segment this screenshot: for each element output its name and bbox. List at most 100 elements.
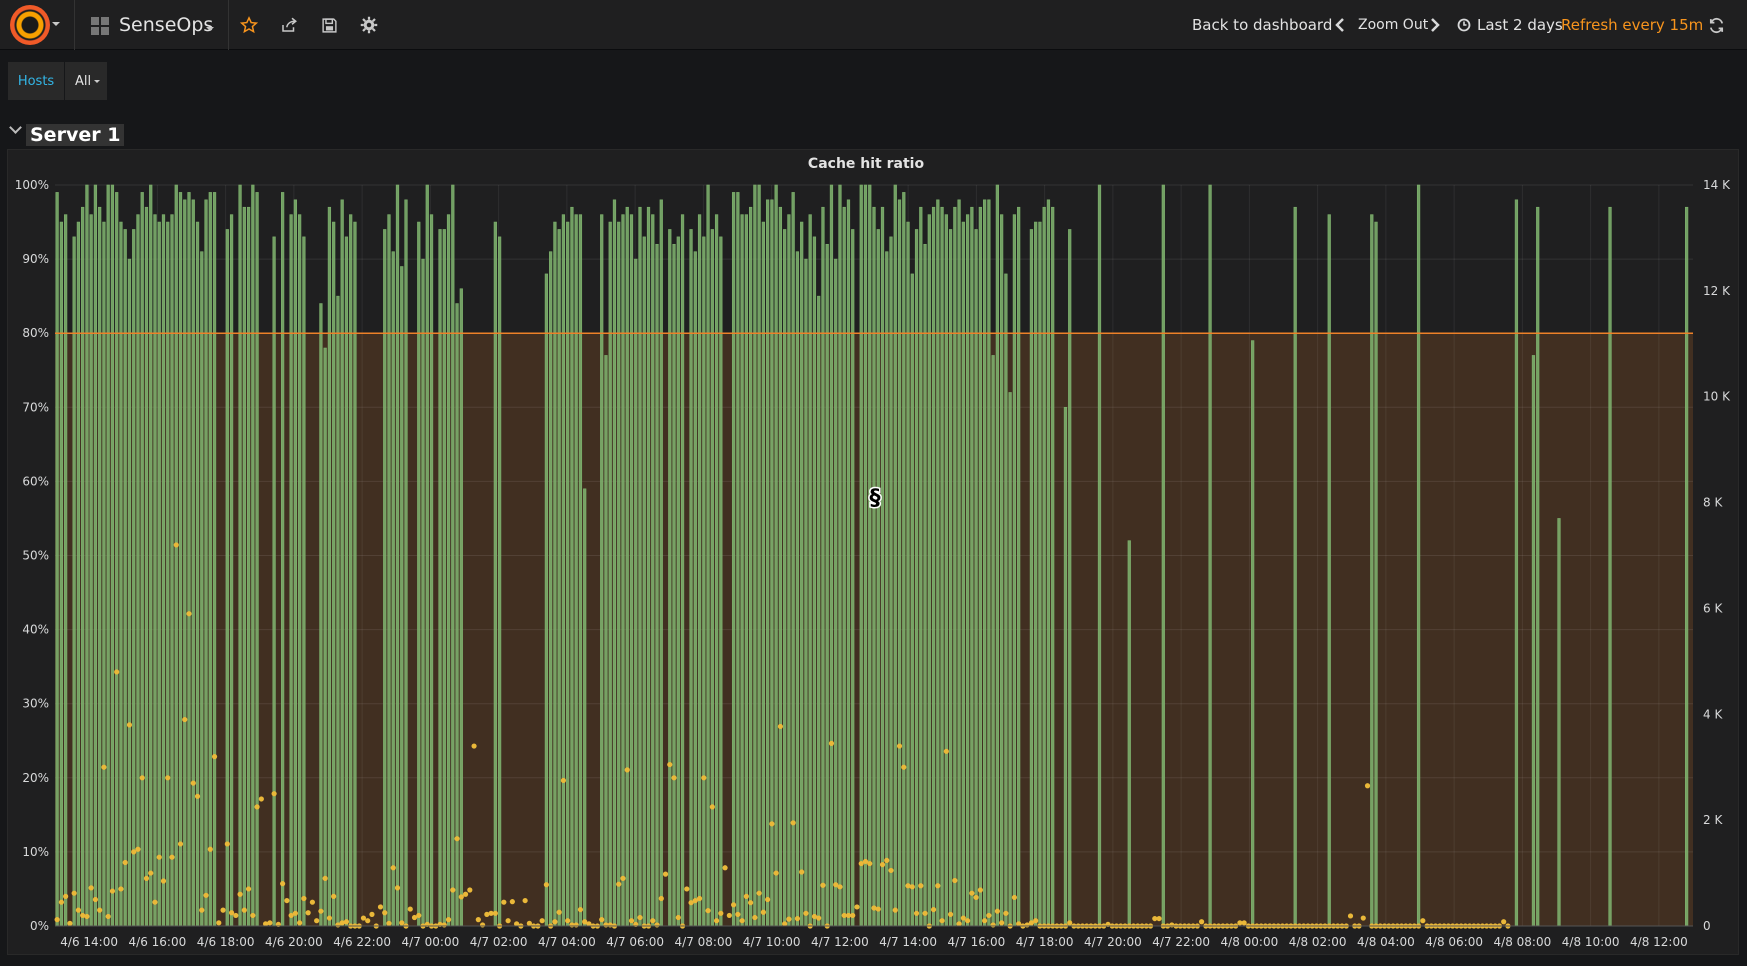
row-title[interactable]: Server 1: [26, 124, 125, 146]
star-icon[interactable]: [238, 14, 260, 36]
data-point: [922, 910, 928, 916]
bar: [953, 206, 957, 927]
bar: [672, 243, 676, 927]
bar: [395, 184, 400, 927]
bar: [1038, 221, 1042, 927]
data-point: [739, 918, 745, 924]
bar: [76, 221, 81, 927]
x-tick-label: 4/6 14:00: [60, 935, 118, 949]
bar: [987, 199, 991, 927]
x-tick-label: 4/8 02:00: [1289, 935, 1347, 949]
data-point: [582, 919, 588, 925]
data-point: [654, 922, 660, 928]
save-icon[interactable]: [318, 14, 340, 36]
variable-value[interactable]: All: [75, 73, 92, 89]
bar: [187, 192, 191, 927]
time-range-picker[interactable]: Last 2 days: [1477, 16, 1563, 34]
data-point: [628, 918, 635, 924]
caret-down-icon[interactable]: [52, 22, 60, 26]
data-point: [896, 743, 903, 749]
clock-icon[interactable]: [1456, 14, 1472, 36]
data-point: [522, 897, 528, 904]
bar: [1004, 273, 1008, 927]
data-point: [977, 887, 983, 893]
data-point: [394, 885, 401, 891]
data-point: [854, 904, 860, 910]
caret-down-icon[interactable]: [206, 27, 214, 31]
data-point: [479, 922, 486, 928]
bar: [391, 251, 395, 927]
refresh-icon[interactable]: [1705, 14, 1727, 36]
grafana-logo-icon[interactable]: [10, 5, 50, 45]
data-point: [811, 913, 818, 920]
data-point: [305, 910, 311, 916]
chevron-right-icon[interactable]: [1424, 14, 1446, 36]
data-point: [577, 906, 584, 913]
bar: [791, 192, 795, 927]
data-point: [794, 915, 801, 922]
data-point: [216, 920, 222, 926]
data-point: [718, 910, 724, 916]
data-point: [539, 918, 545, 924]
zoom-out-button[interactable]: Zoom Out: [1358, 17, 1429, 33]
dashboard-title-dropdown[interactable]: SenseOps: [75, 0, 229, 50]
bar: [1017, 206, 1021, 927]
panel-title[interactable]: Cache hit ratio: [807, 156, 925, 172]
data-point: [471, 743, 477, 749]
share-icon[interactable]: [278, 14, 300, 36]
data-point: [726, 912, 732, 919]
caret-down-icon[interactable]: [94, 79, 101, 83]
bar: [931, 206, 936, 927]
y-right-tick-label: 12 K: [1703, 284, 1731, 298]
data-point: [565, 918, 571, 924]
data-point: [309, 899, 315, 905]
data-point: [599, 917, 605, 923]
bar: [161, 214, 166, 927]
data-point: [263, 921, 269, 927]
bar: [81, 206, 85, 927]
data-point: [475, 917, 481, 923]
bar: [497, 236, 502, 927]
bar: [612, 199, 617, 927]
bar: [655, 243, 659, 927]
x-tick-label: 4/7 08:00: [675, 935, 733, 949]
bar: [1046, 199, 1051, 927]
y-left-tick-label: 30%: [22, 697, 49, 711]
dashboard-title[interactable]: SenseOps: [119, 14, 214, 36]
refresh-interval[interactable]: Refresh every 15m: [1561, 16, 1704, 34]
bar: [944, 214, 948, 927]
bar: [680, 214, 685, 927]
data-point: [156, 854, 162, 860]
x-tick-label: 4/6 18:00: [197, 935, 255, 949]
data-point: [939, 918, 945, 924]
grafana-logo-menu[interactable]: [0, 0, 75, 50]
back-to-dashboard-link[interactable]: Back to dashboard: [1192, 16, 1333, 34]
x-tick-label: 4/7 06:00: [606, 935, 664, 949]
data-point: [526, 920, 532, 926]
bar: [106, 184, 110, 927]
chevron-left-icon[interactable]: [1329, 14, 1351, 36]
y-left-tick-label: 90%: [22, 252, 49, 266]
data-point: [858, 860, 864, 867]
bar: [1097, 184, 1102, 927]
bar: [600, 214, 604, 927]
data-point: [943, 748, 949, 754]
data-point: [662, 871, 669, 877]
bar: [574, 214, 578, 927]
data-point: [828, 740, 835, 746]
variable-hosts-dropdown[interactable]: All: [65, 62, 107, 100]
variable-label-hosts: Hosts: [8, 62, 65, 100]
x-tick-label: 4/7 12:00: [811, 935, 869, 949]
data-point: [935, 883, 941, 889]
bar: [957, 199, 961, 927]
data-point: [816, 915, 822, 921]
data-point: [177, 841, 184, 847]
data-point: [637, 914, 643, 921]
bar: [617, 221, 621, 927]
data-point: [1360, 915, 1366, 921]
y-left-tick-label: 100%: [15, 178, 49, 192]
bar: [400, 266, 404, 927]
settings-gear-icon[interactable]: [358, 14, 380, 36]
data-point: [365, 918, 371, 924]
